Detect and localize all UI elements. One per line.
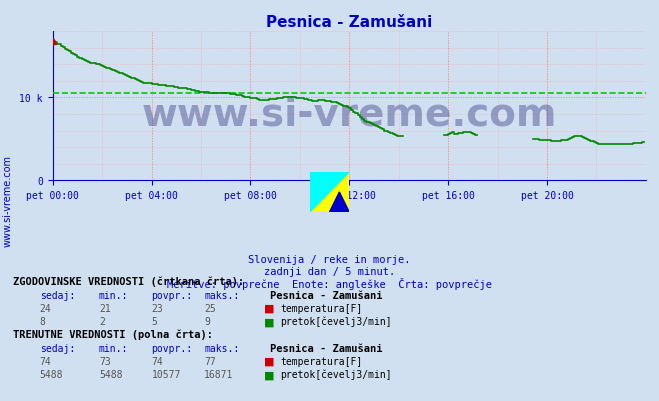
Text: 8: 8 [40, 316, 45, 326]
Text: min.:: min.: [99, 343, 129, 353]
Text: sedaj:: sedaj: [40, 343, 74, 353]
Text: 24: 24 [40, 303, 51, 313]
Polygon shape [310, 172, 349, 213]
Text: min.:: min.: [99, 290, 129, 300]
Text: 5: 5 [152, 316, 158, 326]
Text: 74: 74 [40, 356, 51, 366]
Text: 16871: 16871 [204, 369, 234, 379]
Text: ■: ■ [264, 369, 274, 379]
Text: 9: 9 [204, 316, 210, 326]
Text: pretok[čevelj3/min]: pretok[čevelj3/min] [280, 369, 391, 379]
Text: 5488: 5488 [40, 369, 63, 379]
Text: povpr.:: povpr.: [152, 343, 192, 353]
Text: TRENUTNE VREDNOSTI (polna črta):: TRENUTNE VREDNOSTI (polna črta): [13, 329, 213, 340]
Text: maks.:: maks.: [204, 290, 239, 300]
Text: ZGODOVINSKE VREDNOSTI (črtkana črta):: ZGODOVINSKE VREDNOSTI (črtkana črta): [13, 276, 244, 287]
Text: Meritve: povprečne  Enote: angleške  Črta: povprečje: Meritve: povprečne Enote: angleške Črta:… [167, 277, 492, 289]
Text: pretok[čevelj3/min]: pretok[čevelj3/min] [280, 316, 391, 326]
Text: zadnji dan / 5 minut.: zadnji dan / 5 minut. [264, 266, 395, 276]
Text: 74: 74 [152, 356, 163, 366]
Text: temperatura[F]: temperatura[F] [280, 303, 362, 313]
Text: temperatura[F]: temperatura[F] [280, 356, 362, 366]
Text: 25: 25 [204, 303, 216, 313]
Text: maks.:: maks.: [204, 343, 239, 353]
Polygon shape [330, 192, 349, 213]
Text: 2: 2 [99, 316, 105, 326]
Title: Pesnica - Zamušani: Pesnica - Zamušani [266, 14, 432, 30]
Text: 21: 21 [99, 303, 111, 313]
Text: sedaj:: sedaj: [40, 290, 74, 300]
Text: 5488: 5488 [99, 369, 123, 379]
Polygon shape [310, 172, 349, 213]
Text: 77: 77 [204, 356, 216, 366]
Text: povpr.:: povpr.: [152, 290, 192, 300]
Text: ■: ■ [264, 316, 274, 326]
Text: 10577: 10577 [152, 369, 181, 379]
Text: ■: ■ [264, 303, 274, 313]
Text: Pesnica - Zamušani: Pesnica - Zamušani [270, 343, 383, 353]
Text: www.si-vreme.com: www.si-vreme.com [3, 155, 13, 246]
Text: www.si-vreme.com: www.si-vreme.com [142, 95, 557, 133]
Text: 23: 23 [152, 303, 163, 313]
Text: Slovenija / reke in morje.: Slovenija / reke in morje. [248, 255, 411, 265]
Text: ■: ■ [264, 356, 274, 366]
Text: 73: 73 [99, 356, 111, 366]
Text: Pesnica - Zamušani: Pesnica - Zamušani [270, 290, 383, 300]
